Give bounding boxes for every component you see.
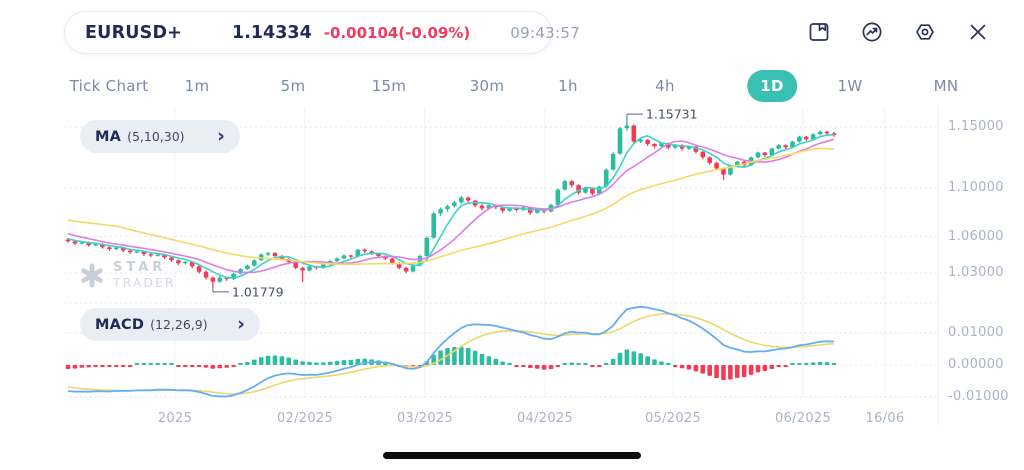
- chevron-right-icon: ›: [217, 125, 225, 147]
- tab-1m[interactable]: 1m: [185, 70, 210, 102]
- last-price: 1.14334: [232, 22, 312, 43]
- price-tick-label: 1.15000: [948, 119, 1004, 134]
- ma-label: MA: [95, 128, 122, 145]
- tab-1h[interactable]: 1h: [558, 70, 578, 102]
- symbol-name: EURUSD+: [85, 22, 183, 43]
- tab-5m[interactable]: 5m: [281, 70, 306, 102]
- server-time: 09:43:57: [510, 23, 581, 42]
- tab-15m[interactable]: 15m: [372, 70, 407, 102]
- ma5-line: [67, 134, 834, 279]
- x-axis-label: 16/06: [865, 411, 905, 426]
- macd-tick-label: 0.00000: [948, 357, 1004, 372]
- price-tick-label: 1.10000: [948, 180, 1004, 195]
- home-indicator[interactable]: [383, 452, 641, 459]
- ma-indicator-button[interactable]: MA (5,10,30) ›: [80, 120, 240, 153]
- tab-mn[interactable]: MN: [934, 70, 959, 102]
- tab-1w[interactable]: 1W: [838, 70, 863, 102]
- tab-1d-selected[interactable]: 1D: [747, 70, 797, 102]
- chevron-right-icon: ›: [237, 313, 245, 335]
- price-tick-label: 1.06000: [948, 229, 1004, 244]
- low-annotation: 1.01779: [232, 284, 284, 299]
- x-axis-label: 2025: [157, 411, 193, 426]
- indicator-button[interactable]: [859, 19, 885, 45]
- tab-30m[interactable]: 30m: [470, 70, 505, 102]
- tab-tick-chart[interactable]: Tick Chart: [70, 70, 149, 102]
- price-tick-label: 1.03000: [948, 265, 1004, 280]
- timeframe-tabs: Tick Chart 1m 5m 15m 30m 1h 4h 1D 1W MN: [0, 70, 1024, 102]
- indicator-icon: [862, 22, 882, 42]
- x-axis-label: 05/2025: [644, 411, 702, 426]
- settings-icon: [916, 24, 934, 40]
- ma30-line: [67, 147, 834, 266]
- x-axis-label: 03/2025: [396, 411, 454, 426]
- settings-button[interactable]: [912, 19, 938, 45]
- save-button[interactable]: [806, 19, 832, 45]
- symbol-selector[interactable]: EURUSD+ 1.14334 -0.00104(-0.09%) 09:43:5…: [64, 11, 580, 54]
- macd-tick-label: 0.01000: [948, 325, 1004, 340]
- topbar-actions: [806, 19, 991, 45]
- macd-label: MACD: [95, 316, 145, 333]
- ma-params: (5,10,30): [127, 129, 185, 144]
- macd-indicator-button[interactable]: MACD (12,26,9) ›: [80, 308, 260, 341]
- tab-4h[interactable]: 4h: [655, 70, 675, 102]
- price-change: -0.00104(-0.09%): [323, 23, 471, 42]
- close-button[interactable]: [965, 19, 991, 45]
- macd-histogram: [65, 346, 837, 381]
- x-axis-label: 06/2025: [774, 411, 832, 426]
- close-icon: [970, 24, 986, 40]
- macd-line: [67, 305, 834, 398]
- ma10-line: [67, 138, 835, 274]
- x-axis-label: 04/2025: [516, 411, 574, 426]
- high-annotation: 1.15731: [646, 107, 698, 122]
- save-icon: [809, 23, 829, 41]
- macd-tick-label: -0.01000: [948, 389, 1009, 404]
- x-axis-label: 02/2025: [276, 411, 334, 426]
- macd-params: (12,26,9): [150, 317, 208, 332]
